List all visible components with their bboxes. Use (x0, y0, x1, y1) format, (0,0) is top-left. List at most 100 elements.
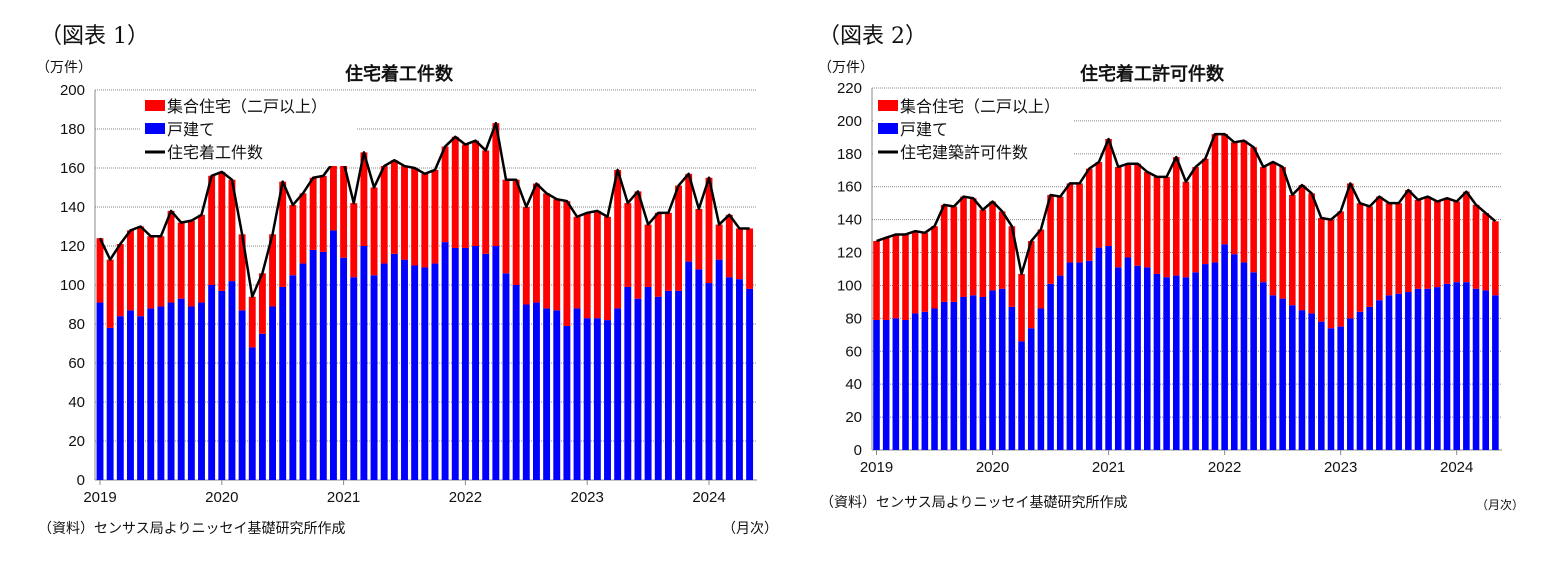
y-tick-label: 140 (837, 212, 862, 229)
bar-single (106, 327, 114, 480)
bar-single (502, 273, 510, 480)
bar-single (299, 263, 307, 480)
bar-multi (380, 166, 388, 264)
bar-single (873, 320, 880, 450)
bar-multi (989, 201, 996, 291)
bar-multi (735, 228, 743, 280)
bar-multi (116, 244, 124, 317)
bar-multi (1114, 166, 1122, 268)
y-tick-label: 160 (60, 160, 85, 177)
bar-single (685, 261, 693, 480)
bar-multi (248, 296, 256, 348)
bar-multi (746, 228, 754, 289)
bar-multi (1463, 191, 1470, 283)
bar-single (380, 263, 388, 480)
x-tick-label: 2023 (1324, 459, 1357, 476)
bar-single (350, 277, 358, 480)
bar-multi (664, 212, 672, 291)
bar-single (1056, 275, 1064, 450)
bar-multi (1201, 158, 1209, 265)
bar-single (1414, 288, 1422, 450)
y-tick-label: 20 (845, 409, 862, 426)
x-tick-label: 2020 (205, 489, 238, 506)
bar-single (1018, 341, 1025, 450)
bar-single (931, 308, 938, 450)
bar-multi (583, 212, 591, 319)
bar-multi (1105, 139, 1112, 246)
bar-single (228, 281, 236, 480)
chart-housing-starts: 0 20 40 60 80 100 120 140 160 180 200 2019 2020 2021 2… (60, 82, 757, 506)
legend-swatch-multi (145, 100, 165, 111)
bar-single (989, 290, 996, 450)
bar-single (137, 316, 145, 480)
bar-single (421, 267, 429, 480)
x-unit-label-2: （月次） (1476, 498, 1525, 512)
figure-label-1: （図表 1） (40, 24, 149, 49)
bar-multi (299, 193, 307, 264)
bar-multi (921, 232, 929, 312)
bar-multi (340, 162, 348, 258)
bar-multi (1008, 226, 1016, 307)
bar-multi (1056, 196, 1064, 276)
bar-single (1279, 298, 1286, 450)
unit-label-2: （万件） (818, 60, 874, 76)
bar-multi (390, 160, 398, 254)
y-tick-label: 80 (68, 316, 85, 333)
bar-single (553, 310, 561, 480)
bar-single (451, 247, 459, 480)
bar-single (1201, 264, 1209, 450)
bar-multi (441, 146, 449, 243)
bar-multi (1424, 196, 1431, 289)
total-line (98, 121, 750, 298)
bar-multi (940, 204, 948, 302)
bar-single (1260, 282, 1267, 450)
bar-multi (624, 203, 632, 287)
bar-multi (695, 208, 703, 270)
bar-multi (522, 207, 530, 305)
y-tick-label: 60 (68, 355, 85, 372)
bar-single (979, 296, 987, 450)
bar-single (940, 301, 948, 450)
bar-single (1027, 328, 1035, 450)
y-tick-label: 40 (845, 376, 862, 393)
bar-single (892, 318, 900, 450)
y-tick-label: 120 (837, 245, 862, 262)
bar-single (1482, 290, 1489, 450)
bar-single (1153, 273, 1161, 450)
bar-single (431, 263, 439, 480)
bar-single (218, 290, 226, 480)
x-tick-label: 2022 (449, 489, 482, 506)
bar-multi (238, 234, 246, 311)
bar-multi (106, 259, 114, 328)
y-tick-label: 200 (60, 82, 85, 99)
bar-multi (1385, 203, 1393, 296)
y-tick-label: 20 (68, 433, 85, 450)
legend-label-multi: 集合住宅（二戸以上） (900, 97, 1060, 116)
bar-single (644, 286, 652, 480)
y-tick-label: 100 (60, 277, 85, 294)
bar-multi (1163, 176, 1170, 278)
bar-multi (198, 214, 205, 303)
bar-multi (472, 140, 480, 246)
bar-single (461, 247, 469, 480)
y-tick-label: 120 (60, 238, 85, 255)
bar-multi (370, 187, 378, 276)
bar-single (969, 295, 977, 450)
bar-single (522, 304, 530, 480)
bar-multi (998, 211, 1006, 289)
bar-single (1376, 300, 1383, 450)
y-tick-label: 180 (837, 146, 862, 163)
bar-single (715, 259, 723, 480)
bar-single (116, 316, 124, 480)
bar-single (1095, 247, 1103, 450)
bar-multi (1347, 183, 1354, 319)
bar-single (1472, 288, 1480, 450)
bar-multi (329, 162, 337, 231)
bar-single (1443, 283, 1451, 450)
bar-multi (1482, 213, 1489, 291)
bar-single (1172, 275, 1180, 450)
bar-multi (1018, 273, 1025, 342)
bar-single (1163, 277, 1170, 450)
bar-multi (96, 238, 104, 303)
